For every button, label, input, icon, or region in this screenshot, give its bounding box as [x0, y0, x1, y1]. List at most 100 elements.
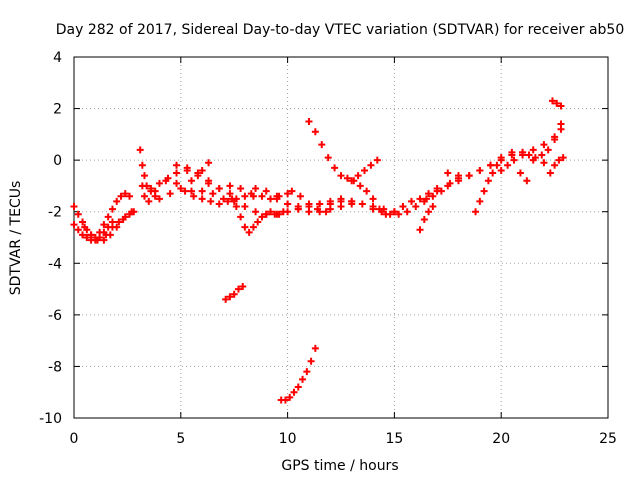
data-point	[307, 357, 315, 365]
data-point	[472, 208, 480, 216]
data-point	[354, 172, 362, 180]
data-point	[288, 187, 296, 195]
data-point	[305, 117, 313, 125]
data-point	[166, 190, 174, 198]
data-point	[378, 208, 386, 216]
data-point	[348, 177, 356, 185]
data-point	[326, 197, 334, 205]
data-point	[326, 205, 334, 213]
data-point	[337, 203, 345, 211]
data-point	[79, 218, 87, 226]
y-tick-label: -10	[39, 411, 62, 427]
data-point	[232, 203, 240, 211]
data-point	[209, 190, 217, 198]
data-point	[151, 187, 159, 195]
data-point	[314, 205, 322, 213]
data-point	[138, 182, 146, 190]
data-point	[290, 388, 298, 396]
x-axis-label: GPS time / hours	[281, 458, 398, 474]
data-point	[140, 192, 148, 200]
data-point	[140, 172, 148, 180]
series-track-n	[288, 187, 330, 216]
data-point	[121, 213, 129, 221]
series-track-z	[548, 97, 565, 110]
data-point	[100, 236, 108, 244]
data-point	[181, 187, 189, 195]
data-point	[311, 344, 319, 352]
data-point	[222, 295, 230, 303]
data-point	[173, 179, 181, 187]
data-point	[198, 195, 206, 203]
series-track-x	[519, 120, 565, 162]
data-point	[425, 208, 433, 216]
series-track-v	[472, 161, 501, 216]
data-point	[429, 203, 437, 211]
data-point	[433, 187, 441, 195]
data-point	[358, 200, 366, 208]
data-point	[284, 190, 292, 198]
chart-title: Day 282 of 2017, Sidereal Day-to-day VTE…	[56, 22, 625, 38]
data-point	[74, 226, 82, 234]
data-point	[303, 368, 311, 376]
data-point	[136, 146, 144, 154]
data-point	[529, 146, 537, 154]
data-point	[390, 208, 398, 216]
data-point	[254, 218, 262, 226]
data-point	[559, 154, 567, 162]
data-point	[305, 200, 313, 208]
data-points	[70, 97, 567, 404]
data-point	[311, 128, 319, 136]
data-point	[115, 218, 123, 226]
data-point	[237, 185, 245, 193]
series-track-l	[252, 185, 398, 216]
grid	[74, 57, 608, 418]
data-point	[220, 195, 228, 203]
data-point	[237, 213, 245, 221]
data-point	[104, 213, 112, 221]
data-point	[318, 141, 326, 149]
data-point	[245, 228, 253, 236]
data-point	[322, 208, 330, 216]
data-point	[226, 293, 234, 301]
data-point	[93, 236, 101, 244]
data-point	[226, 182, 234, 190]
data-point	[348, 200, 356, 208]
data-point	[510, 156, 518, 164]
data-point	[540, 141, 548, 149]
data-point	[241, 192, 249, 200]
series-track-p	[348, 156, 381, 185]
data-point	[531, 154, 539, 162]
data-point	[493, 161, 501, 169]
data-point	[538, 151, 546, 159]
data-point	[121, 190, 129, 198]
data-point	[296, 192, 304, 200]
data-point	[497, 154, 505, 162]
data-point	[262, 210, 270, 218]
x-tick-label: 5	[176, 431, 185, 447]
data-point	[516, 169, 524, 177]
series-track-y	[546, 154, 567, 177]
data-point	[252, 185, 260, 193]
data-point	[480, 187, 488, 195]
data-point	[465, 172, 473, 180]
data-point	[425, 190, 433, 198]
data-point	[262, 187, 270, 195]
data-point	[476, 166, 484, 174]
data-point	[360, 166, 368, 174]
data-point	[79, 231, 87, 239]
data-point	[226, 190, 234, 198]
data-point	[224, 197, 232, 205]
data-point	[407, 197, 415, 205]
data-point	[198, 166, 206, 174]
y-tick-label: 0	[53, 153, 62, 169]
data-point	[183, 164, 191, 172]
plot-frame	[73, 56, 609, 419]
data-point	[275, 210, 283, 218]
series-track-ab	[277, 344, 319, 404]
series-track-aa	[222, 282, 247, 303]
series-track-q	[369, 174, 462, 218]
data-point	[489, 169, 497, 177]
data-point	[284, 200, 292, 208]
data-point	[299, 375, 307, 383]
